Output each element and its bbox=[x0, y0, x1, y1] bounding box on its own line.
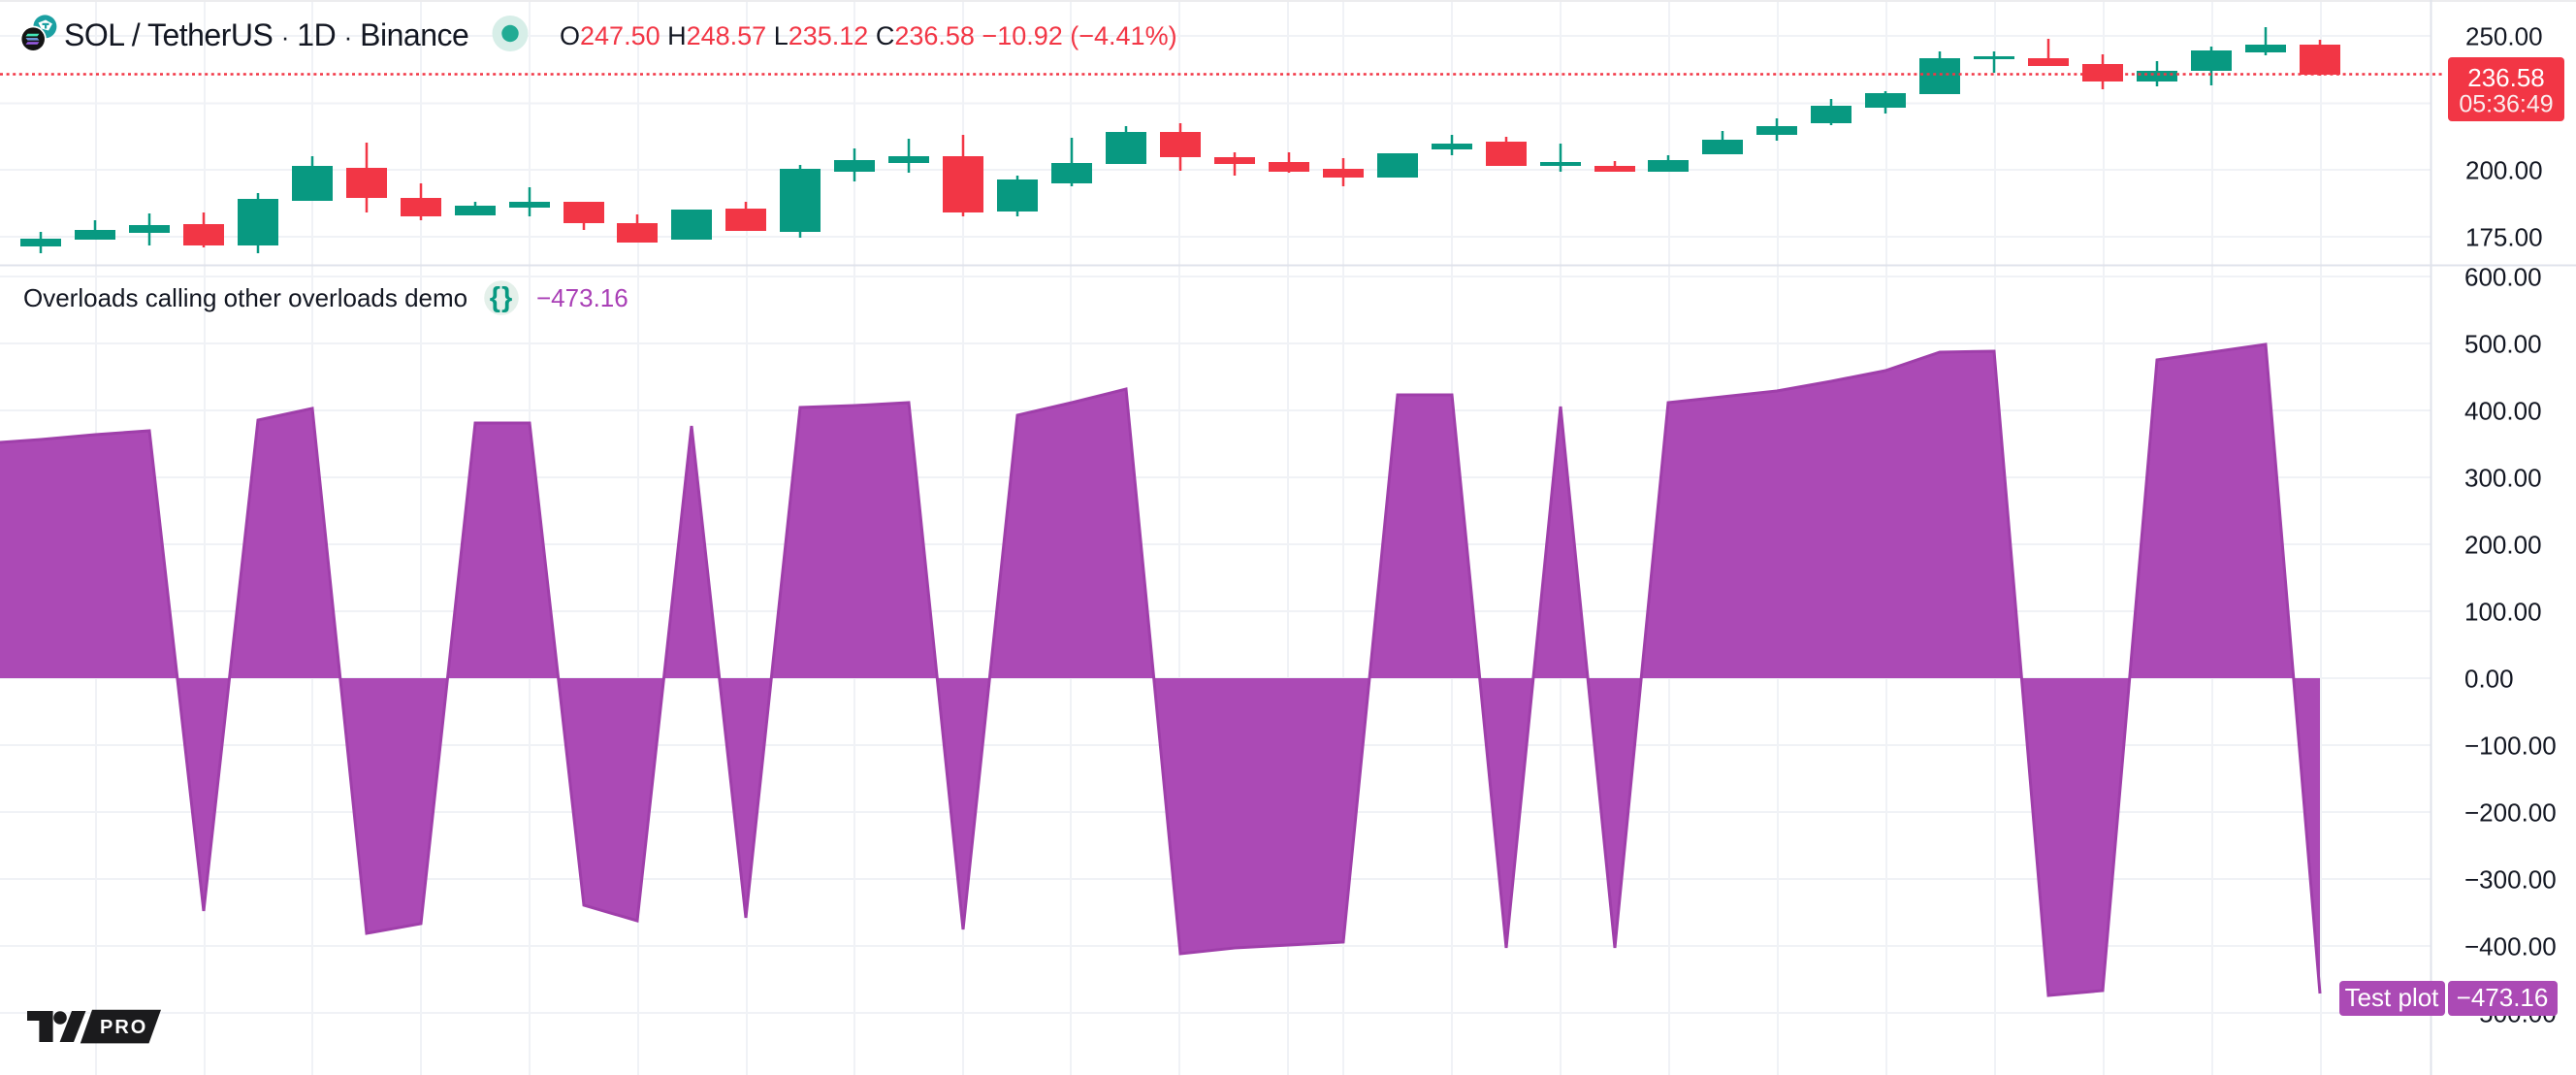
svg-text:O247.50 H248.57 L235.12 C236.5: O247.50 H248.57 L235.12 C236.58 −10.92 (… bbox=[560, 21, 1177, 50]
svg-text:0.00: 0.00 bbox=[2464, 665, 2514, 694]
svg-text:−400.00: −400.00 bbox=[2464, 932, 2557, 961]
svg-text:−200.00: −200.00 bbox=[2464, 798, 2557, 828]
svg-text:Overloads calling other overlo: Overloads calling other overloads demo bbox=[23, 283, 467, 312]
svg-text:175.00: 175.00 bbox=[2465, 222, 2543, 251]
svg-text:−473.16: −473.16 bbox=[536, 283, 628, 312]
svg-text:300.00: 300.00 bbox=[2464, 464, 2542, 493]
svg-text:−300.00: −300.00 bbox=[2464, 865, 2557, 895]
svg-text:−100.00: −100.00 bbox=[2464, 732, 2557, 761]
svg-text:236.58: 236.58 bbox=[2467, 63, 2545, 92]
svg-text:600.00: 600.00 bbox=[2464, 263, 2542, 292]
svg-text:SOL / TetherUS · 1D · Binance: SOL / TetherUS · 1D · Binance bbox=[64, 17, 468, 52]
svg-text:{}: {} bbox=[490, 282, 514, 313]
svg-text:200.00: 200.00 bbox=[2464, 531, 2542, 560]
svg-text:200.00: 200.00 bbox=[2465, 155, 2543, 184]
svg-text:PRO: PRO bbox=[100, 1017, 147, 1038]
svg-text:250.00: 250.00 bbox=[2465, 21, 2543, 50]
svg-text:−473.16: −473.16 bbox=[2457, 983, 2549, 1012]
svg-text:500.00: 500.00 bbox=[2464, 330, 2542, 359]
svg-text:100.00: 100.00 bbox=[2464, 598, 2542, 627]
svg-text:05:36:49: 05:36:49 bbox=[2459, 91, 2553, 118]
svg-text:Test plot: Test plot bbox=[2345, 983, 2440, 1012]
svg-text:400.00: 400.00 bbox=[2464, 397, 2542, 426]
